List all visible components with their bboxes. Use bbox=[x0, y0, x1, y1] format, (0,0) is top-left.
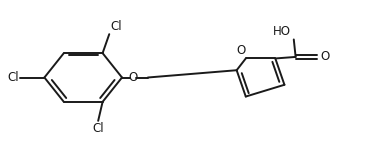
Text: Cl: Cl bbox=[110, 20, 122, 33]
Text: HO: HO bbox=[273, 25, 291, 38]
Text: Cl: Cl bbox=[92, 122, 104, 135]
Text: O: O bbox=[237, 44, 246, 57]
Text: Cl: Cl bbox=[7, 71, 18, 84]
Text: O: O bbox=[129, 71, 138, 84]
Text: O: O bbox=[321, 50, 330, 63]
